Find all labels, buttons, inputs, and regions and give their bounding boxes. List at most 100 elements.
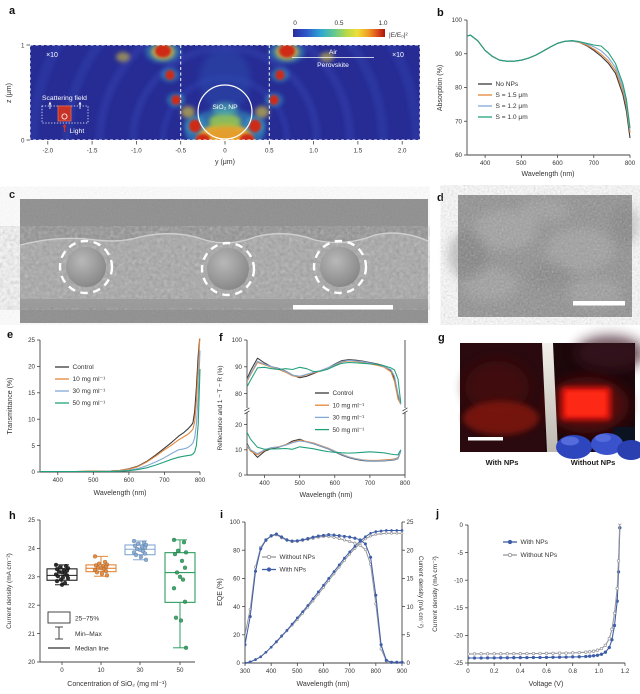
panel-label-j: j bbox=[436, 508, 440, 520]
svg-text:21: 21 bbox=[28, 631, 35, 638]
x-tick: 0.5 bbox=[265, 148, 274, 155]
svg-text:EQE (%): EQE (%) bbox=[217, 578, 224, 606]
svg-text:500: 500 bbox=[295, 480, 306, 487]
series-line bbox=[245, 532, 402, 664]
svg-text:30 mg ml⁻¹: 30 mg ml⁻¹ bbox=[73, 388, 107, 395]
svg-text:50 mg ml⁻¹: 50 mg ml⁻¹ bbox=[73, 400, 107, 407]
data-point bbox=[94, 570, 100, 575]
panel-label-g: g bbox=[438, 332, 445, 344]
y-tick: 1 bbox=[21, 43, 25, 50]
data-point bbox=[55, 573, 61, 579]
panel-label-d: d bbox=[437, 192, 444, 204]
x-axis-label: y (μm) bbox=[215, 159, 235, 166]
svg-text:22: 22 bbox=[28, 602, 35, 609]
data-point bbox=[171, 585, 177, 591]
data-point bbox=[173, 615, 179, 620]
panel-label-b: b bbox=[437, 7, 444, 19]
panel-d-sem-surface bbox=[448, 195, 640, 317]
svg-text:80: 80 bbox=[455, 85, 462, 92]
svg-text:5: 5 bbox=[32, 443, 36, 450]
plot-border bbox=[29, 44, 421, 141]
data-point bbox=[132, 543, 138, 549]
svg-text:600: 600 bbox=[552, 160, 563, 167]
svg-text:60: 60 bbox=[455, 152, 462, 159]
gloved-finger bbox=[617, 440, 640, 460]
svg-text:0: 0 bbox=[237, 660, 241, 667]
svg-text:20: 20 bbox=[407, 547, 414, 554]
data-point bbox=[182, 565, 188, 570]
data-point bbox=[58, 577, 64, 582]
x10-right-label: ×10 bbox=[392, 52, 404, 59]
svg-text:90: 90 bbox=[455, 51, 462, 58]
data-point bbox=[54, 578, 60, 584]
svg-text:5: 5 bbox=[407, 632, 411, 639]
svg-text:800: 800 bbox=[195, 477, 206, 484]
svg-text:Control: Control bbox=[333, 390, 354, 397]
series-line bbox=[468, 527, 621, 659]
svg-text:Min–Max: Min–Max bbox=[75, 631, 102, 638]
laser-photo bbox=[460, 335, 640, 460]
svg-text:25: 25 bbox=[407, 519, 414, 526]
svg-text:24: 24 bbox=[28, 546, 35, 553]
up-arrow-icon bbox=[48, 101, 52, 105]
data-point bbox=[179, 558, 185, 564]
svg-text:500: 500 bbox=[292, 668, 303, 675]
svg-text:1.2: 1.2 bbox=[621, 668, 630, 675]
svg-text:20: 20 bbox=[235, 422, 242, 429]
panel-h-boxplot-chart: 0 10 30 50 20 21 22 23 24 25 Concentration of SiO₂… bbox=[6, 517, 196, 688]
data-point bbox=[183, 550, 189, 555]
svg-text:0: 0 bbox=[239, 472, 243, 479]
svg-text:25: 25 bbox=[28, 517, 35, 524]
svg-text:10 mg ml⁻¹: 10 mg ml⁻¹ bbox=[333, 402, 365, 409]
data-point bbox=[175, 548, 181, 553]
colorbar-title: |E/E₀|² bbox=[389, 32, 409, 39]
data-point bbox=[180, 577, 186, 582]
colorbar bbox=[293, 29, 385, 37]
data-point bbox=[65, 575, 71, 581]
svg-text:23: 23 bbox=[28, 574, 35, 581]
svg-text:600: 600 bbox=[124, 477, 135, 484]
svg-text:80: 80 bbox=[233, 547, 240, 554]
svg-text:Current density (mA cm⁻²): Current density (mA cm⁻²) bbox=[432, 556, 439, 632]
svg-text:10: 10 bbox=[235, 447, 242, 454]
np-highlight-circle bbox=[200, 241, 256, 297]
series-line bbox=[247, 438, 402, 462]
svg-text:0: 0 bbox=[466, 668, 470, 675]
svg-text:Wavelength (nm): Wavelength (nm) bbox=[521, 171, 574, 178]
svg-text:Current density (mA cm⁻²): Current density (mA cm⁻²) bbox=[417, 556, 424, 628]
svg-text:Wavelength (nm): Wavelength (nm) bbox=[296, 681, 349, 688]
scale-bar bbox=[573, 301, 625, 306]
box bbox=[164, 552, 196, 603]
series-line bbox=[247, 431, 402, 456]
svg-text:800: 800 bbox=[625, 160, 636, 167]
svg-text:700: 700 bbox=[365, 480, 376, 487]
series-line bbox=[247, 360, 402, 405]
series-line bbox=[247, 439, 402, 461]
data-point bbox=[172, 551, 178, 557]
sample-divider-strip bbox=[542, 343, 558, 452]
svg-text:0: 0 bbox=[460, 522, 464, 529]
svg-text:400: 400 bbox=[53, 477, 64, 484]
svg-text:10: 10 bbox=[98, 667, 105, 674]
data-point bbox=[178, 618, 184, 623]
series-line bbox=[247, 361, 402, 404]
colorbar-tick-1: 1.0 bbox=[378, 20, 387, 27]
svg-text:10: 10 bbox=[407, 604, 414, 611]
svg-text:100: 100 bbox=[230, 519, 241, 526]
svg-text:300: 300 bbox=[240, 668, 251, 675]
svg-text:90: 90 bbox=[235, 364, 242, 371]
series-line bbox=[40, 350, 201, 473]
svg-text:Without NPs: Without NPs bbox=[521, 552, 558, 559]
svg-text:Wavelength (nm): Wavelength (nm) bbox=[93, 490, 146, 497]
svg-text:600: 600 bbox=[318, 668, 329, 675]
svg-text:With NPs: With NPs bbox=[521, 539, 549, 546]
svg-text:25: 25 bbox=[28, 337, 35, 344]
panel-g-photo: With NPs Without NPs bbox=[425, 325, 640, 500]
substrate-layer bbox=[20, 299, 428, 308]
svg-text:Transmittance (%): Transmittance (%) bbox=[7, 378, 14, 435]
data-point bbox=[181, 539, 187, 545]
panel-b-absorption-chart: 400 500 600 700 800 60 70 80 90 100 Wavelength (nm… bbox=[437, 17, 636, 178]
svg-text:20: 20 bbox=[28, 659, 35, 666]
svg-text:15: 15 bbox=[407, 576, 414, 583]
svg-text:S = 1.2 μm: S = 1.2 μm bbox=[496, 103, 529, 110]
